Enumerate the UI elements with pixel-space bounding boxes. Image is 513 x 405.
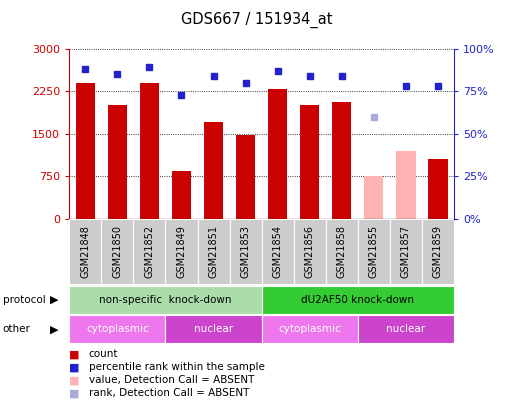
Bar — [108, 105, 127, 219]
Text: rank, Detection Call = ABSENT: rank, Detection Call = ABSENT — [89, 388, 249, 398]
Text: ▶: ▶ — [50, 324, 59, 334]
Text: GSM21849: GSM21849 — [176, 225, 186, 277]
Text: GSM21855: GSM21855 — [369, 224, 379, 278]
Text: GSM21852: GSM21852 — [145, 224, 154, 278]
Bar — [268, 90, 287, 219]
Bar — [358, 219, 390, 284]
Bar — [140, 83, 159, 219]
Bar — [300, 105, 319, 219]
Text: GSM21853: GSM21853 — [241, 225, 250, 277]
Bar — [364, 176, 383, 219]
Bar — [204, 122, 223, 219]
Bar — [390, 219, 422, 284]
Bar — [172, 171, 191, 219]
Bar — [76, 83, 95, 219]
Text: dU2AF50 knock-down: dU2AF50 knock-down — [301, 295, 415, 305]
Text: other: other — [3, 324, 30, 334]
Text: protocol: protocol — [3, 295, 45, 305]
Bar — [165, 219, 198, 284]
Text: cytoplasmic: cytoplasmic — [86, 324, 149, 334]
Text: nuclear: nuclear — [194, 324, 233, 334]
Bar — [69, 286, 262, 314]
Text: GSM21857: GSM21857 — [401, 224, 411, 278]
Text: ■: ■ — [69, 375, 80, 385]
Bar — [332, 102, 351, 219]
Text: GSM21851: GSM21851 — [209, 225, 219, 277]
Text: percentile rank within the sample: percentile rank within the sample — [89, 362, 265, 372]
Text: GSM21856: GSM21856 — [305, 225, 314, 277]
Text: GSM21848: GSM21848 — [81, 225, 90, 277]
Text: ■: ■ — [69, 388, 80, 398]
Bar — [102, 219, 133, 284]
Bar — [422, 219, 454, 284]
Bar — [326, 219, 358, 284]
Text: GSM21854: GSM21854 — [273, 225, 283, 277]
Text: non-specific  knock-down: non-specific knock-down — [99, 295, 232, 305]
Bar — [229, 219, 262, 284]
Bar — [262, 315, 358, 343]
Text: GSM21858: GSM21858 — [337, 225, 347, 277]
Text: value, Detection Call = ABSENT: value, Detection Call = ABSENT — [89, 375, 254, 385]
Text: nuclear: nuclear — [386, 324, 425, 334]
Bar — [236, 135, 255, 219]
Bar — [262, 286, 454, 314]
Bar — [198, 219, 229, 284]
Text: cytoplasmic: cytoplasmic — [279, 324, 341, 334]
Bar — [262, 219, 293, 284]
Text: GSM21850: GSM21850 — [112, 225, 122, 277]
Bar — [133, 219, 165, 284]
Bar — [293, 219, 326, 284]
Bar — [69, 219, 102, 284]
Bar — [165, 315, 262, 343]
Text: ■: ■ — [69, 362, 80, 372]
Bar — [396, 151, 416, 219]
Text: count: count — [89, 350, 119, 359]
Bar — [428, 159, 447, 219]
Bar — [358, 315, 454, 343]
Text: ■: ■ — [69, 350, 80, 359]
Text: ▶: ▶ — [50, 295, 59, 305]
Text: GSM21859: GSM21859 — [433, 225, 443, 277]
Bar — [69, 315, 165, 343]
Text: GDS667 / 151934_at: GDS667 / 151934_at — [181, 12, 332, 28]
